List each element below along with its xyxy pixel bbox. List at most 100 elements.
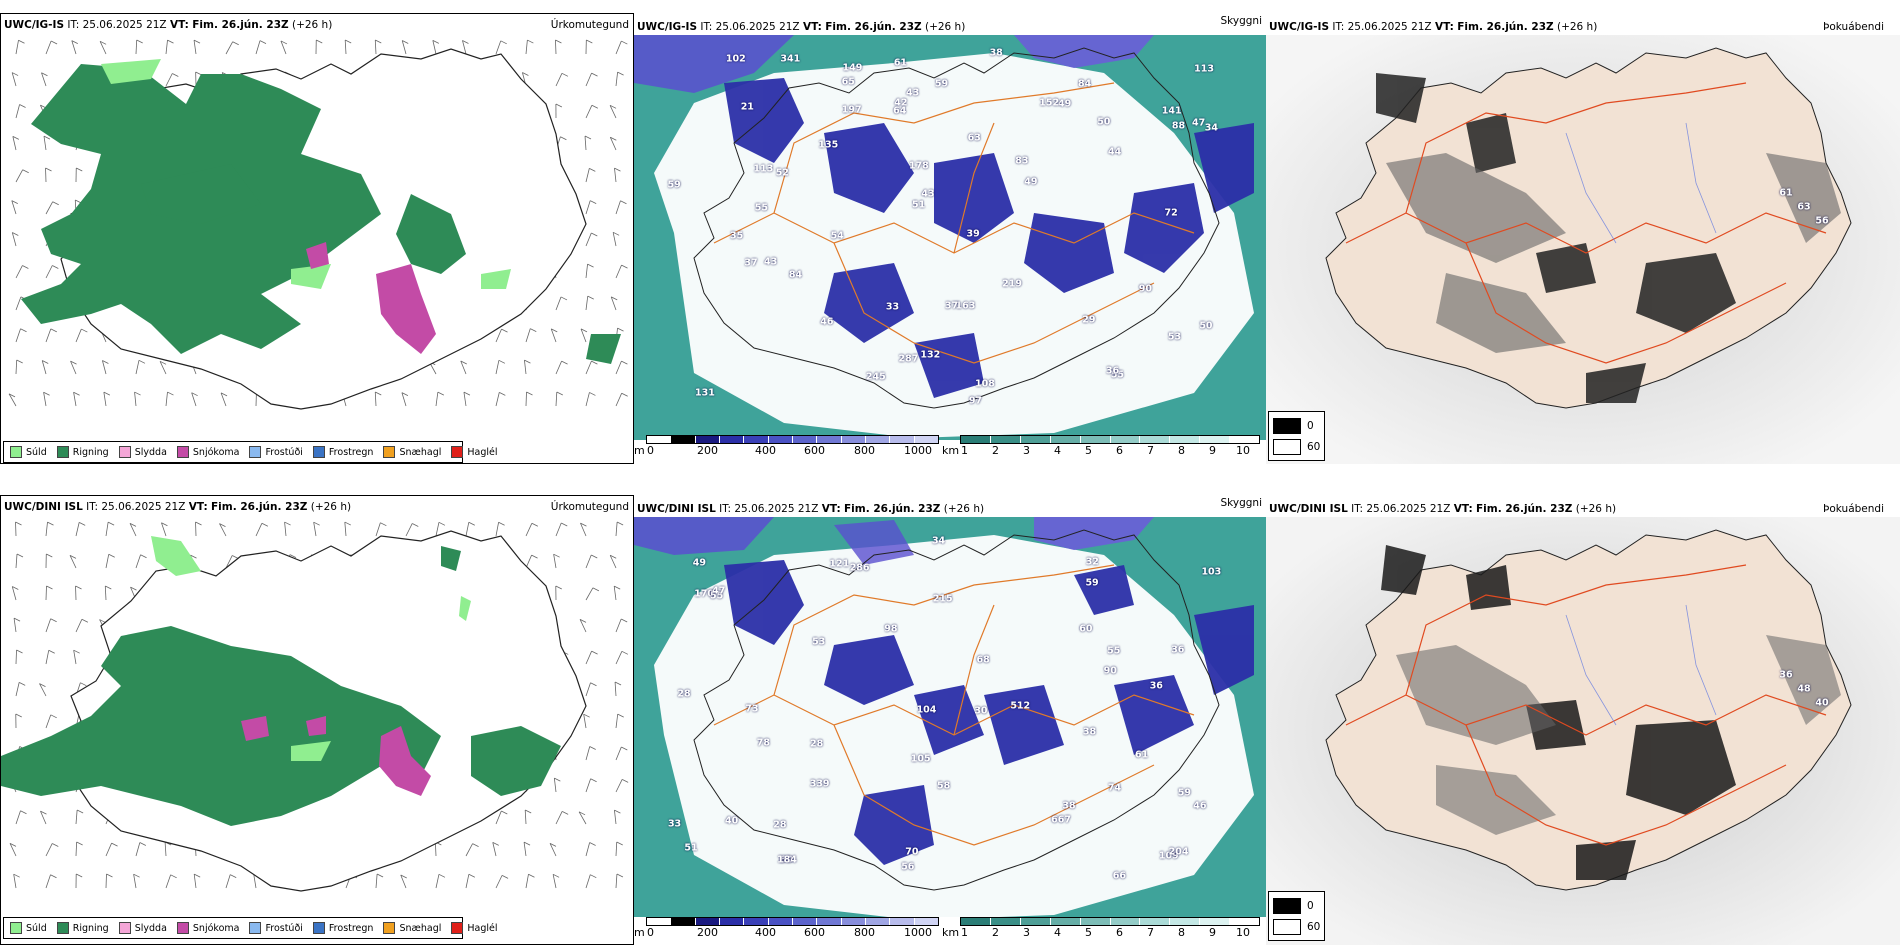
fog-label: 63: [1797, 201, 1811, 213]
visibility-tick: 5: [1085, 444, 1092, 457]
cloud-base-label: 36: [1149, 680, 1163, 692]
cloud-base-label: 149: [842, 62, 863, 74]
cloud-base-label: 113: [1194, 63, 1214, 75]
cloud-base-label: 30: [974, 705, 988, 717]
fog-panel-row2: UWC/DINI ISL IT: 25.06.2025 21Z VT: Fim.…: [1266, 495, 1900, 945]
panel-header: UWC/IG-IS IT: 25.06.2025 21Z VT: Fim. 26…: [4, 19, 333, 31]
legend-snow: Snjókoma: [176, 446, 239, 458]
cloud-base-label: 43: [905, 87, 920, 99]
cloud-base-label: 33: [667, 818, 682, 830]
rain-area: [21, 64, 621, 364]
visibility-tick: 5: [1085, 926, 1092, 939]
precip-panel-row2: UWC/DINI ISL IT: 25.06.2025 21Z VT: Fim.…: [0, 495, 634, 945]
cloud-base-label: 34: [931, 535, 946, 547]
cloud-base-label: 34: [1204, 122, 1219, 134]
panel-title: Skyggni: [1220, 497, 1263, 509]
cloud-base-label: 215: [932, 593, 953, 605]
cloud-base-label: 51: [912, 199, 926, 211]
cloud-base-label: 152: [1039, 97, 1060, 109]
cloud-base-label: 65: [841, 76, 855, 88]
panel-header: UWC/DINI ISL IT: 25.06.2025 21Z VT: Fim.…: [4, 501, 352, 513]
cloud-base-label: 131: [694, 387, 715, 399]
visibility-tick: 10: [1236, 444, 1250, 457]
legend-drizzle: Súld: [10, 446, 47, 458]
panel-title: Skyggni: [1220, 15, 1263, 27]
fog-legend: 0 60: [1268, 411, 1325, 461]
panel-title: Úrkomutegund: [550, 19, 629, 31]
cloud-base-label: 90: [1138, 283, 1152, 295]
elevation-tick: 600: [804, 926, 825, 939]
elevation-scale: m 0 200 400 600 800 1000: [634, 917, 939, 940]
cloud-base-label: 83: [1015, 155, 1029, 167]
cloud-base-label: 170: [694, 588, 715, 600]
cloud-base-label: 74: [1107, 782, 1122, 794]
cloud-base-label: 36: [1171, 644, 1185, 656]
cloud-base-label: 109: [1158, 850, 1179, 862]
elevation-scale: m 0 200 400 600 800 1000: [634, 435, 939, 458]
cloud-base-label: 141: [1161, 105, 1182, 117]
visibility-tick: 2: [992, 926, 999, 939]
cloud-base-label: 55: [754, 202, 769, 214]
cloud-base-label: 103: [1201, 566, 1222, 578]
visibility-tick: 6: [1116, 444, 1123, 457]
cloud-base-label: 204: [1168, 846, 1189, 858]
cloud-base-label: 102: [725, 53, 746, 65]
visibility-unit: km: [942, 444, 960, 457]
cloud-base-label: 49: [1024, 176, 1038, 188]
panel-title: Þokuábendi: [1823, 21, 1884, 33]
cloud-base-label: 72: [1164, 207, 1178, 219]
cloud-base-label: 60: [779, 854, 794, 866]
cloud-base-label: 78: [756, 737, 770, 749]
cloud-base-label: 38: [1062, 800, 1076, 812]
fog-label: 56: [1815, 215, 1829, 227]
cloud-base-label: 287: [898, 353, 919, 364]
drizzle-area: [151, 536, 471, 761]
cloud-base-label: 341: [780, 53, 801, 65]
visibility-tick: 8: [1178, 444, 1185, 457]
visibility-unit: km: [942, 926, 960, 939]
cloud-base-label: 28: [810, 738, 824, 750]
precip-panel-row1: UWC/IG-IS IT: 25.06.2025 21Z VT: Fim. 26…: [0, 13, 634, 464]
fog-label: 48: [1797, 683, 1811, 695]
legend-freezing-rain: Frostregn: [312, 922, 373, 934]
low-cloud-areas: [724, 78, 1254, 398]
cloud-base-label: 38: [1082, 726, 1097, 738]
fog-dark-areas: [1376, 73, 1736, 403]
cloud-base-label: 97: [968, 395, 983, 407]
cloud-base-label: 42: [894, 97, 908, 108]
visibility-tick: 4: [1054, 444, 1061, 457]
cloud-base-label: 50: [1199, 320, 1213, 332]
rain-area: [1, 546, 561, 826]
cloud-base-label: 44: [1108, 146, 1122, 158]
cloud-base-label: 39: [966, 228, 980, 240]
cloud-base-label: 104: [916, 704, 937, 716]
legend-freezing-drizzle: Frostúði: [249, 446, 303, 458]
cloud-base-label: 37: [744, 257, 758, 269]
roads: [713, 564, 1195, 846]
cloud-base-label: 108: [975, 378, 995, 390]
cloud-base-label: 84: [788, 269, 803, 281]
fog-label: 36: [1779, 669, 1793, 681]
cloud-base-label: 46: [1193, 800, 1207, 812]
cloud-base-label: 53: [1167, 331, 1182, 343]
cloud-base-label: 135: [818, 139, 839, 151]
elevation-tick: 400: [755, 926, 776, 939]
elevation-tick: 400: [755, 444, 776, 457]
visibility-tick: 9: [1209, 444, 1216, 457]
legend-freezing-rain: Frostregn: [312, 446, 373, 458]
cloud-base-label: 178: [908, 160, 929, 172]
elevation-tick: 0: [647, 926, 654, 939]
cloud-base-label: 163: [955, 300, 976, 312]
visibility-map: [634, 35, 1266, 440]
cloud-base-label: 49: [692, 557, 707, 569]
cloud-base-label: 61: [893, 57, 908, 69]
cloud-base-label: 43: [921, 188, 935, 200]
legend-drizzle: Súld: [10, 922, 47, 934]
cloud-base-label: 512: [1010, 700, 1031, 712]
cloud-base-label: 36: [1105, 365, 1120, 377]
visibility-tick: 6: [1116, 926, 1123, 939]
visibility-tick: 7: [1147, 926, 1154, 939]
cloud-base-label: 43: [764, 256, 778, 268]
elevation-tick: 200: [697, 444, 718, 457]
legend-hail: Haglél: [451, 922, 498, 934]
